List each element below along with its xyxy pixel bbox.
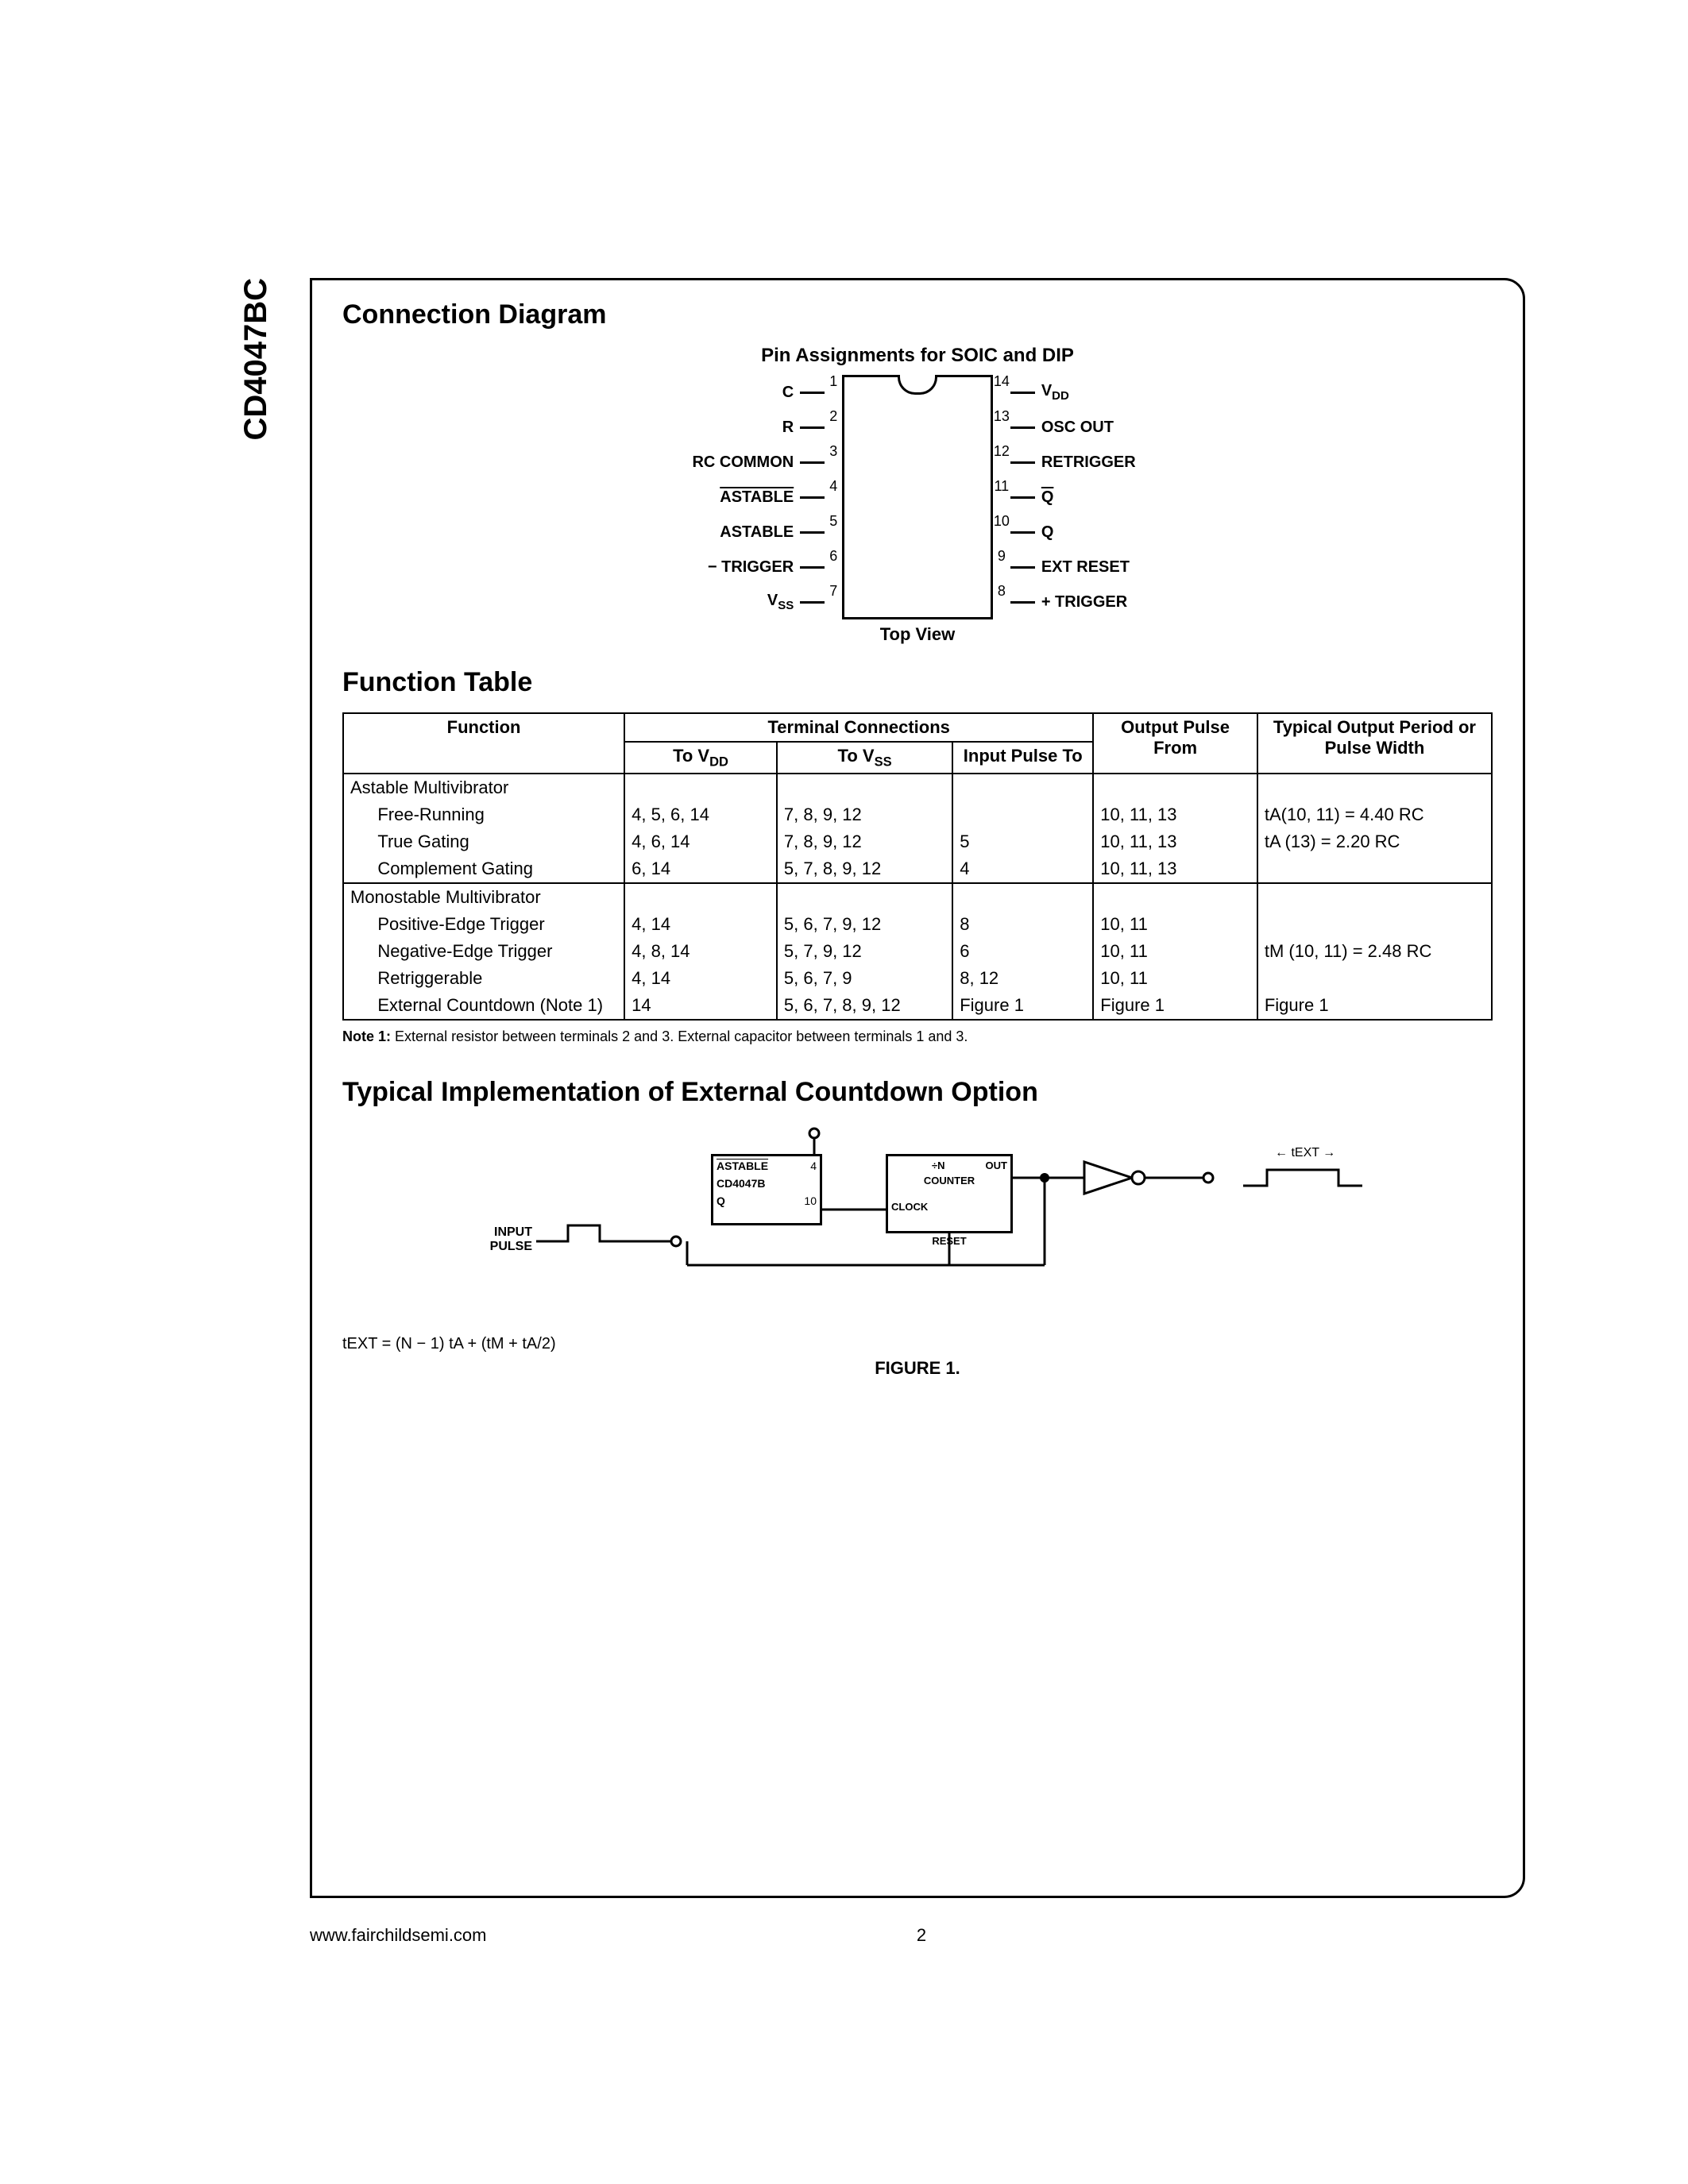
- block-counter: ÷NOUT COUNTER CLOCK RESET: [886, 1154, 1013, 1233]
- col-typical-output: Typical Output Period or Pulse Width: [1257, 713, 1492, 774]
- pin-number: 6: [825, 548, 842, 565]
- pin-label-right: RETRIGGER: [1035, 453, 1164, 472]
- pin-number: 5: [825, 513, 842, 530]
- pin-number: 11: [993, 478, 1010, 495]
- pin-label-right: Q: [1035, 523, 1164, 542]
- table-note: Note 1: External resistor between termin…: [342, 1028, 1493, 1045]
- col-group-terminal: Terminal Connections: [624, 713, 1093, 742]
- pin-label-left: RC COMMON: [671, 453, 800, 472]
- pin-number: 3: [825, 443, 842, 460]
- footer-page-number: 2: [917, 1925, 926, 1946]
- footer-url: www.fairchildsemi.com: [310, 1925, 487, 1946]
- content-frame: Connection Diagram Pin Assignments for S…: [310, 278, 1525, 1898]
- pin-row: C 1 14 VDD: [671, 375, 1164, 410]
- col-input-pulse: Input Pulse To: [952, 742, 1093, 774]
- figure-1-diagram: ASTABLE 4 CD4047B Q 10 ÷NOUT COUNTER CLO…: [441, 1122, 1394, 1329]
- pin-number: 7: [825, 583, 842, 600]
- heading-function-table: Function Table: [342, 667, 1493, 698]
- col-output-pulse: Output Pulse From: [1093, 713, 1257, 774]
- heading-typical-implementation: Typical Implementation of External Count…: [342, 1077, 1493, 1108]
- dip-notch-icon: [898, 375, 937, 395]
- pin-label-left: C: [671, 384, 800, 402]
- table-row: External Countdown (Note 1)145, 6, 7, 8,…: [343, 992, 1492, 1020]
- col-to-vss: To VSS: [777, 742, 952, 774]
- pin-label-left: ASTABLE: [671, 523, 800, 542]
- part-number-label: CD4047BC: [238, 278, 274, 441]
- table-section-title: Astable Multivibrator: [343, 774, 624, 801]
- pin-label-right: Q: [1035, 488, 1164, 507]
- table-row: Negative-Edge Trigger4, 8, 145, 7, 9, 12…: [343, 938, 1492, 965]
- table-row: True Gating4, 6, 147, 8, 9, 12510, 11, 1…: [343, 828, 1492, 855]
- page-footer: www.fairchildsemi.com 2: [310, 1925, 1533, 1946]
- pin-label-left: − TRIGGER: [671, 558, 800, 577]
- figure-1-formula: tEXT = (N − 1) tA + (tM + tA/2): [342, 1335, 1493, 1353]
- col-to-vdd: To VDD: [624, 742, 777, 774]
- top-view-caption: Top View: [342, 624, 1493, 645]
- pin-number: 9: [993, 548, 1010, 565]
- pin-label-right: + TRIGGER: [1035, 593, 1164, 612]
- block-cd4047b: ASTABLE 4 CD4047B Q 10: [711, 1154, 822, 1225]
- pin-number: 8: [993, 583, 1010, 600]
- pin-number: 10: [993, 513, 1010, 530]
- pin-label-left: VSS: [671, 592, 800, 612]
- pin-label-left: R: [671, 419, 800, 437]
- col-function: Function: [343, 713, 624, 774]
- pin-number: 1: [825, 373, 842, 390]
- pin-number: 4: [825, 478, 842, 495]
- table-row: Complement Gating6, 145, 7, 8, 9, 12410,…: [343, 855, 1492, 883]
- pin-number: 13: [993, 408, 1010, 425]
- table-row: Retriggerable4, 145, 6, 7, 98, 1210, 11: [343, 965, 1492, 992]
- table-section-title: Monostable Multivibrator: [343, 883, 624, 911]
- table-row: Positive-Edge Trigger4, 145, 6, 7, 9, 12…: [343, 911, 1492, 938]
- figure-1-caption: FIGURE 1.: [342, 1358, 1493, 1379]
- pin-label-left: ASTABLE: [671, 488, 800, 507]
- pin-assignment-caption: Pin Assignments for SOIC and DIP: [342, 345, 1493, 367]
- pin-number: 12: [993, 443, 1010, 460]
- datasheet-page: CD4047BC Connection Diagram Pin Assignme…: [0, 0, 1688, 2184]
- label-input-pulse: INPUT PULSE: [457, 1225, 532, 1254]
- function-table: Function Terminal Connections Output Pul…: [342, 712, 1493, 1021]
- label-text: ← tEXT →: [1275, 1146, 1335, 1160]
- pin-diagram: C 1 14 VDD R 2 13 OSC OUT RC COMMON: [671, 375, 1164, 619]
- pin-label-right: VDD: [1035, 382, 1164, 403]
- heading-connection-diagram: Connection Diagram: [342, 299, 1493, 330]
- pin-label-right: EXT RESET: [1035, 558, 1164, 577]
- pin-number: 14: [993, 373, 1010, 390]
- pin-label-right: OSC OUT: [1035, 419, 1164, 437]
- table-row: Free-Running4, 5, 6, 147, 8, 9, 1210, 11…: [343, 801, 1492, 828]
- pin-number: 2: [825, 408, 842, 425]
